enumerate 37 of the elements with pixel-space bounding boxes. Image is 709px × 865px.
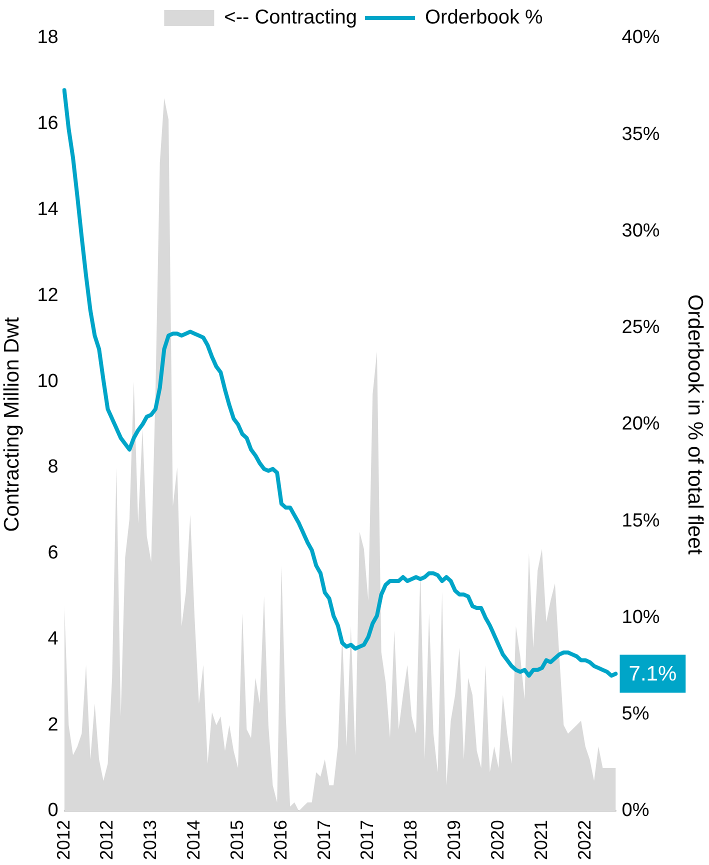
y2-tick-label: 5% (622, 704, 650, 725)
x-tick-label: 2012 (53, 820, 74, 860)
x-tick-label: 2022 (574, 820, 594, 860)
y-tick-label: 14 (37, 199, 59, 220)
legend-label: Orderbook % (425, 6, 544, 29)
x-tick-label: 2020 (488, 820, 508, 860)
y-tick-label: 18 (37, 27, 58, 48)
x-tick-label: 2019 (444, 820, 464, 860)
y-tick-label: 8 (48, 456, 58, 478)
y-tick-label: 12 (37, 284, 58, 306)
y2-tick-label: 0% (622, 800, 650, 822)
y-tick-label: 6 (48, 542, 58, 564)
y-tick-label: 2 (48, 714, 58, 736)
text: 7.1% (628, 662, 677, 686)
x-tick-label: 2017 (357, 820, 378, 860)
y2-axis-title: Orderbook in % of total fleet (684, 294, 707, 555)
y2-tick-label: 25% (622, 317, 660, 338)
y-tick-label: 4 (48, 628, 59, 650)
x-tick-label: 2012 (96, 820, 117, 860)
x-tick-label: 2015 (226, 820, 247, 860)
x-tick-label: 2014 (184, 820, 204, 860)
x-tick-label: 2016 (270, 820, 290, 860)
x-tick-label: 2017 (314, 820, 334, 860)
legend-label: <-- Contracting (224, 6, 358, 29)
y2-tick-label: 30% (622, 220, 660, 242)
x-tick-label: 2013 (140, 820, 160, 860)
y2-tick-label: 10% (622, 606, 660, 628)
y2-tick-label: 40% (622, 27, 660, 48)
y-axis-title: Contracting Million Dwt (0, 316, 24, 532)
y2-tick-label: 35% (622, 124, 660, 145)
x-tick-label: 2018 (400, 820, 421, 860)
y-tick-label: 16 (37, 113, 58, 134)
y-tick-label: 0 (48, 800, 58, 822)
y2-tick-label: 15% (622, 510, 660, 532)
x-tick-label: 2021 (530, 820, 551, 860)
y-tick-label: 10 (37, 370, 58, 392)
y2-tick-label: 20% (622, 414, 660, 435)
